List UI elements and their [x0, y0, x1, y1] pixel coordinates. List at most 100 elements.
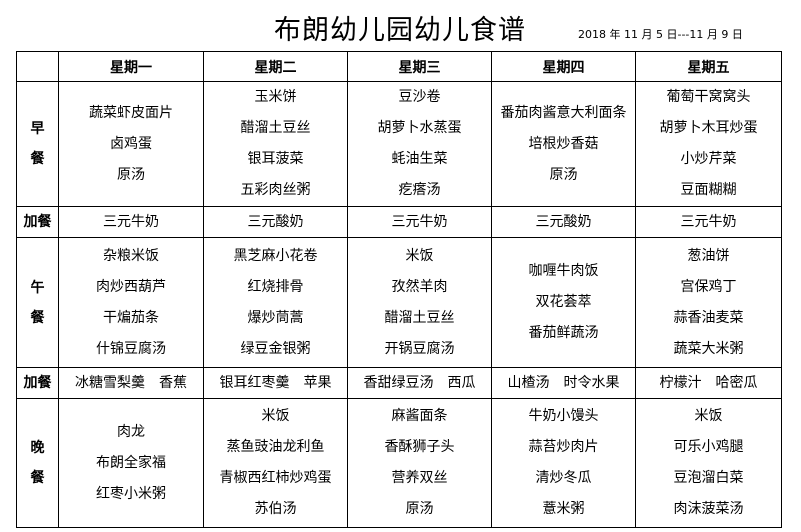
dish-item: 黑芝麻小花卷: [233, 247, 318, 264]
dish-item: 开锅豆腐汤: [384, 340, 455, 357]
dish-item: 豆泡溜白菜: [673, 470, 744, 486]
dish-item: 玉米饼: [254, 89, 297, 105]
menu-cell: 三元酸奶: [491, 206, 636, 238]
menu-cell: 柠檬汁 哈密瓜: [635, 367, 782, 399]
meal-row-dinner: 晚餐肉龙 布朗全家福 红枣小米粥 米饭 蒸鱼豉油龙利鱼 青椒西红柿炒鸡蛋 苏伯汤 麻酱面条 香酥…: [16, 398, 782, 528]
dish-item: 疙瘩汤: [398, 182, 441, 198]
dish-item: 三元酸奶: [535, 214, 592, 230]
menu-cell: 米饭 孜然羊肉 醋溜土豆丝 开锅豆腐汤: [347, 237, 492, 368]
meal-row-breakfast: 早餐蔬菜虾皮面片 卤鸡蛋 原汤 玉米饼 醋溜土豆丝 银耳菠菜 五彩肉丝粥 豆沙卷 胡萝卜水蒸蛋蚝…: [16, 81, 782, 207]
dish-item: 双花荟萃: [535, 294, 592, 310]
meal-label-text: 加餐: [23, 375, 52, 391]
meal-row-lunch: 午餐杂粮米饭 肉炒西葫芦 干煸茄条 什锦豆腐汤 黑芝麻小花卷 红烧排骨 爆炒茼蒿 绿豆金银粥米…: [16, 237, 782, 368]
dish-item: 三元酸奶: [247, 214, 304, 230]
day-header: 星期三: [347, 51, 492, 82]
dish-item: 三元牛奶: [103, 214, 159, 230]
dish-item: 清炒冬瓜: [535, 470, 592, 486]
menu-cell: 咖喱牛肉饭 双花荟萃 番茄鲜蔬汤: [491, 237, 636, 368]
dish-item: 蒜香油麦菜: [673, 309, 744, 326]
dish-item: 米饭: [694, 408, 723, 424]
dish-item: 香甜绿豆汤 西瓜: [363, 375, 476, 391]
dish-item: 醋溜土豆丝: [384, 309, 455, 326]
dish-item: 营养双丝: [391, 470, 448, 486]
dish-item: 什锦豆腐汤: [96, 340, 166, 357]
dish-item: 柠檬汁 哈密瓜: [659, 375, 758, 391]
dish-item: 豆沙卷: [398, 89, 441, 105]
dish-item: 青椒西红柿炒鸡蛋: [219, 470, 332, 486]
dish-item: 蔬菜虾皮面片: [89, 104, 173, 121]
dish-item: 红烧排骨: [247, 278, 304, 295]
dish-item: 胡萝卜水蒸蛋: [377, 120, 462, 136]
dish-item: 肉龙: [117, 423, 145, 440]
menu-table: 星期一 星期二 星期三 星期四 星期五 早餐 蔬菜虾皮面片 卤鸡蛋原汤 玉米饼醋溜土豆…: [16, 51, 782, 528]
dish-item: 咖喱牛肉饭: [528, 263, 599, 279]
meal-label-text: 午: [30, 279, 45, 296]
day-header: 星期五: [635, 51, 782, 82]
dish-item: 五彩肉丝粥: [240, 182, 311, 198]
menu-cell: 三元酸奶: [203, 206, 348, 238]
dish-item: 原汤: [405, 501, 434, 517]
dish-item: 蚝油生菜: [391, 151, 448, 167]
dish-item: 卤鸡蛋: [110, 135, 152, 152]
dish-item: 银耳菠菜: [247, 151, 304, 167]
dish-item: 肉沫菠菜汤: [673, 501, 744, 517]
menu-cell: 米饭 蒸鱼豉油龙利鱼 青椒西红柿炒鸡蛋 苏伯汤: [203, 398, 348, 528]
menu-cell: 葱油饼宫保鸡丁蒜香油麦菜蔬菜大米粥: [635, 237, 782, 368]
dish-item: 爆炒茼蒿: [247, 309, 304, 326]
meal-label: 午餐: [16, 237, 59, 368]
dish-item: 麻酱面条: [391, 408, 448, 424]
date-range: 2018 年 11 月 5 日---11 月 9 日: [578, 28, 743, 41]
dish-item: 薏米粥: [542, 501, 585, 517]
dish-item: 番茄肉酱意大利面条: [500, 104, 627, 121]
menu-cell: 黑芝麻小花卷 红烧排骨 爆炒茼蒿 绿豆金银粥: [203, 237, 348, 368]
dish-item: 米饭: [261, 408, 290, 424]
menu-cell: 三元牛奶: [347, 206, 492, 238]
dish-item: 布朗全家福: [96, 454, 166, 471]
menu-cell: 肉龙布朗全家福红枣小米粥: [58, 398, 204, 528]
menu-cell: 山楂汤 时令水果: [491, 367, 636, 399]
menu-cell: 冰糖雪梨羹 香蕉: [58, 367, 204, 399]
dish-item: 红枣小米粥: [96, 485, 166, 502]
menu-cell: 杂粮米饭 肉炒西葫芦 干煸茄条 什锦豆腐汤: [58, 237, 204, 368]
meal-row-snack-afternoon: 加餐 冰糖雪梨羹 香蕉 银耳红枣羹 苹果 香甜绿豆汤 西瓜 山楂汤 时令水果 柠檬汁 哈密…: [16, 367, 782, 399]
dish-item: 小炒芹菜: [680, 151, 737, 167]
dish-item: 原汤: [549, 166, 578, 183]
meal-label: 加餐: [16, 206, 59, 238]
dish-item: 香酥狮子头: [384, 439, 455, 455]
menu-cell: 葡萄干窝窝头 胡萝卜木耳炒蛋 小炒芹菜 豆面糊糊: [635, 81, 782, 207]
menu-cell: 番茄肉酱意大利面条 培根炒香菇原汤: [491, 81, 636, 207]
meal-label-text: 早: [30, 121, 45, 137]
dish-item: 胡萝卜木耳炒蛋: [659, 120, 758, 136]
dish-item: 干煸茄条: [103, 309, 159, 326]
dish-item: 蒜苔炒肉片: [528, 439, 599, 455]
meal-label-text: 晚: [30, 440, 45, 456]
meal-label-text: 餐: [30, 470, 45, 486]
dish-item: 蒸鱼豉油龙利鱼: [226, 439, 325, 455]
day-header: 星期四: [491, 51, 636, 82]
menu-cell: 玉米饼 醋溜土豆丝 银耳菠菜 五彩肉丝粥: [203, 81, 348, 207]
corner-cell: [16, 51, 59, 82]
meal-label: 晚餐: [16, 398, 59, 528]
day-header: 星期一: [58, 51, 204, 82]
dish-item: 冰糖雪梨羹 香蕉: [75, 375, 187, 391]
dish-item: 葡萄干窝窝头: [666, 89, 751, 105]
meal-label-text: 餐: [30, 309, 45, 326]
dish-item: 葱油饼: [687, 247, 730, 264]
dish-item: 宫保鸡丁: [680, 278, 737, 295]
dish-item: 培根炒香菇: [528, 135, 599, 152]
dish-item: 蔬菜大米粥: [673, 340, 744, 357]
menu-cell: 蔬菜虾皮面片 卤鸡蛋原汤: [58, 81, 204, 207]
dish-item: 牛奶小馒头: [528, 408, 599, 424]
dish-item: 肉炒西葫芦: [96, 278, 166, 295]
dish-item: 原汤: [117, 166, 145, 183]
menu-cell: 豆沙卷胡萝卜水蒸蛋 蚝油生菜疙瘩汤: [347, 81, 492, 207]
dish-item: 银耳红枣羹 苹果: [219, 375, 332, 391]
dish-item: 孜然羊肉: [391, 278, 448, 295]
dish-item: 山楂汤 时令水果: [507, 375, 620, 391]
meal-label: 加餐: [16, 367, 59, 399]
menu-cell: 米饭 可乐小鸡腿 豆泡溜白菜 肉沫菠菜汤: [635, 398, 782, 528]
menu-cell: 三元牛奶: [635, 206, 782, 238]
page-title: 布朗幼儿园幼儿食谱: [274, 15, 526, 46]
day-header: 星期二: [203, 51, 348, 82]
menu-cell: 三元牛奶: [58, 206, 204, 238]
